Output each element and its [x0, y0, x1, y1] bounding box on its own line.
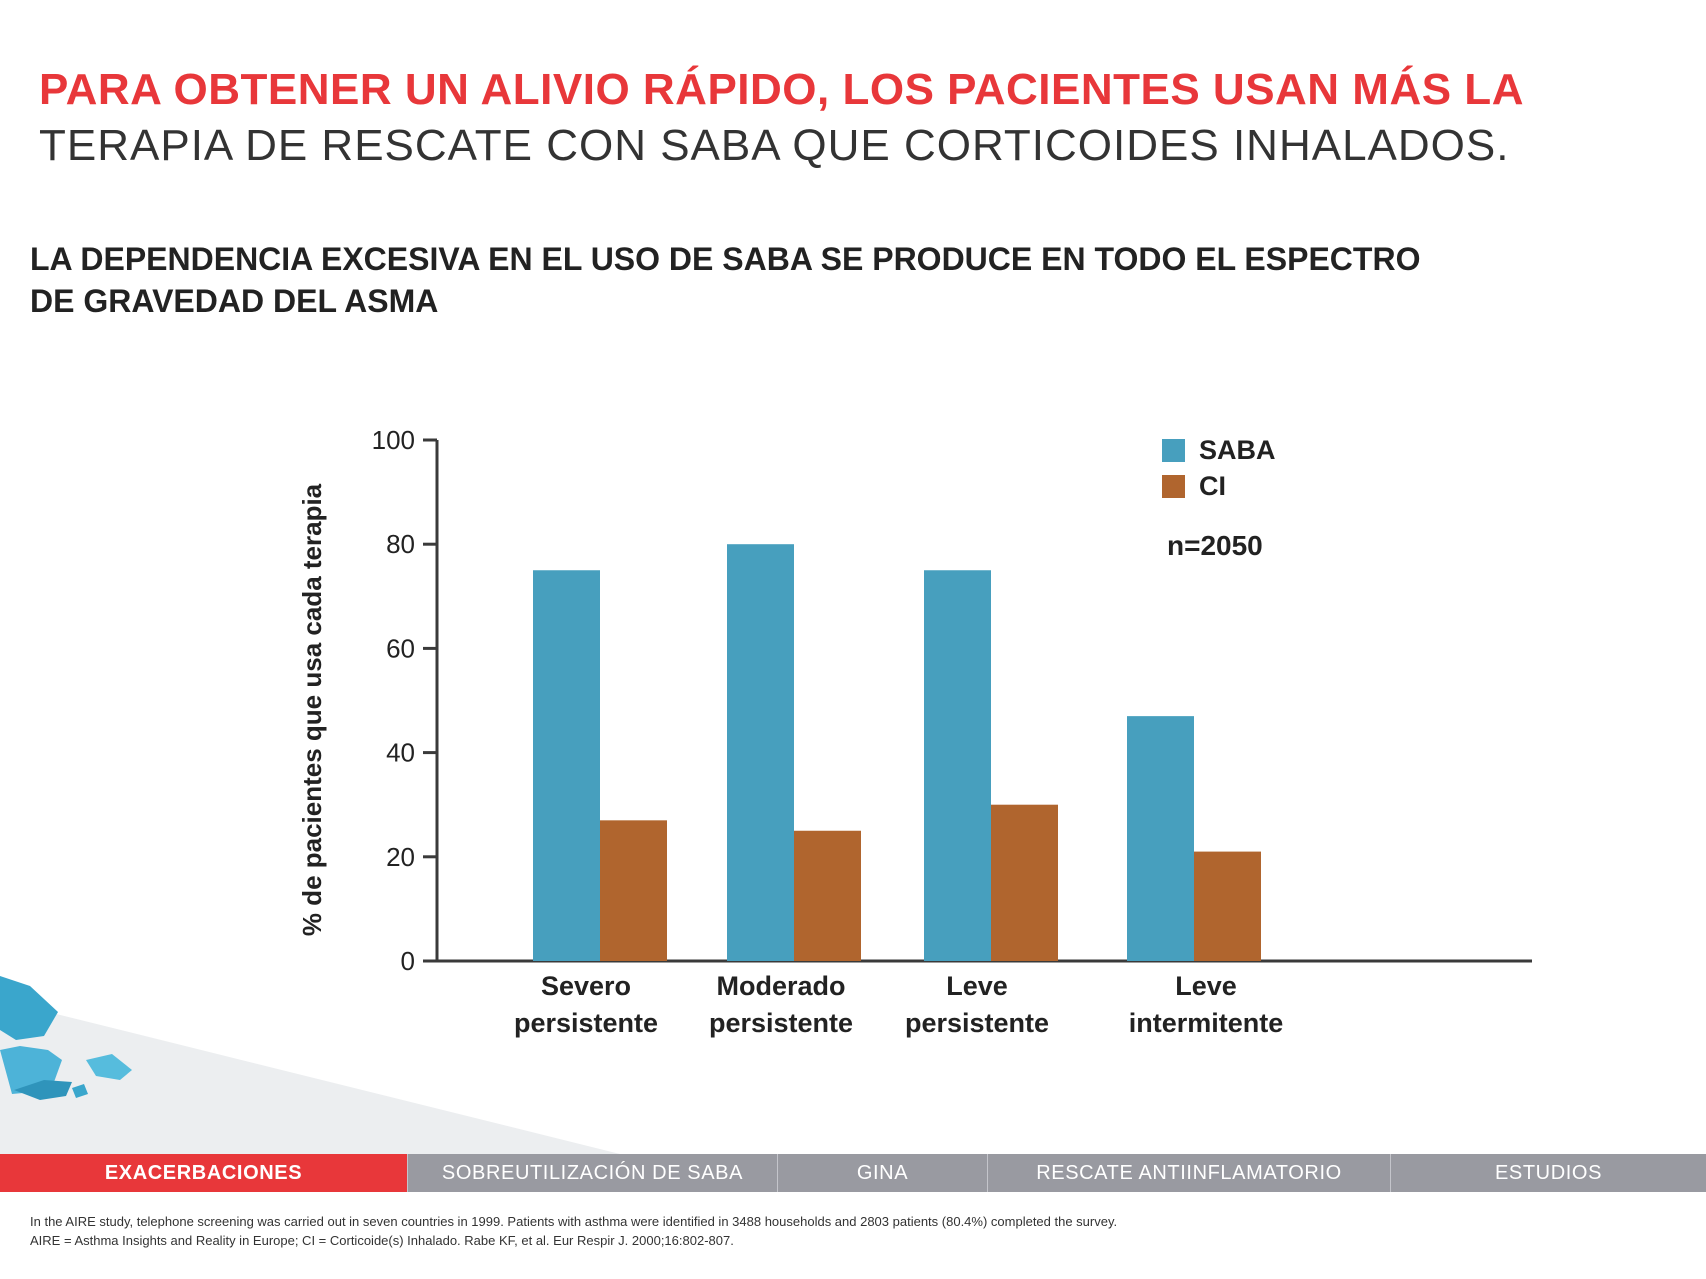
nav-tab-sobreutilizacion-saba[interactable]: SOBREUTILIZACIÓN DE SABA — [408, 1154, 778, 1192]
category-label-line: Leve — [946, 971, 1008, 1001]
headline-dark-line: TERAPIA DE RESCATE CON SABA QUE CORTICOI… — [39, 121, 1510, 170]
bar-ci-0 — [600, 820, 667, 961]
y-tick-label: 40 — [386, 738, 415, 768]
category-label-moderado: Moderado persistente — [671, 968, 891, 1042]
y-tick-label: 80 — [386, 529, 415, 559]
category-label-line: Moderado — [716, 971, 846, 1001]
legend-swatch-saba — [1162, 438, 1185, 462]
category-label-line: persistente — [513, 1008, 659, 1038]
category-label-line: Leve — [1175, 971, 1237, 1001]
category-label-severo: Severo persistente — [476, 968, 696, 1042]
category-label-leve-intermitente: Leve intermitente — [1096, 968, 1316, 1042]
bar-chart: 0 20 40 60 80 100 — [372, 425, 1532, 976]
bar-saba-3 — [1127, 716, 1194, 961]
footnote-line-2: AIRE = Asthma Insights and Reality in Eu… — [30, 1233, 734, 1248]
sample-size-annotation: n=2050 — [1167, 530, 1263, 561]
bar-ci-2 — [991, 804, 1058, 961]
bar-ci-1 — [794, 830, 861, 961]
legend-label-saba: SABA — [1199, 434, 1276, 465]
subtitle-line-1: LA DEPENDENCIA EXCESIVA EN EL USO DE SAB… — [30, 241, 1421, 277]
footnote-line-1: In the AIRE study, telephone screening w… — [30, 1214, 1118, 1229]
bar-saba-0 — [533, 570, 600, 961]
y-tick-label: 100 — [372, 425, 415, 455]
legend-swatch-ci — [1162, 474, 1185, 498]
legend-item-ci: CI — [1162, 468, 1276, 504]
legend-item-saba: SABA — [1162, 432, 1276, 468]
subtitle-line-2: DE GRAVEDAD DEL ASMA — [30, 283, 439, 319]
bar-saba-2 — [924, 570, 991, 961]
category-label-leve-persistente: Leve persistente — [867, 968, 1087, 1042]
legend-label-ci: CI — [1199, 470, 1226, 501]
bar-ci-3 — [1194, 851, 1261, 961]
bar-saba-1 — [727, 544, 794, 961]
footnotes: In the AIRE study, telephone screening w… — [30, 1212, 1117, 1250]
category-label-line: persistente — [708, 1008, 854, 1038]
nav-tab-exacerbaciones[interactable]: EXACERBACIONES — [0, 1154, 408, 1192]
category-label-line: Severo — [540, 971, 632, 1001]
y-tick-label: 0 — [401, 946, 415, 976]
headline-red-line: PARA OBTENER UN ALIVIO RÁPIDO, LOS PACIE… — [39, 65, 1524, 114]
y-tick-label: 60 — [386, 633, 415, 663]
category-label-line: persistente — [904, 1008, 1050, 1038]
category-label-line: intermitente — [1128, 1008, 1284, 1038]
chart-legend: SABA CI — [1162, 432, 1276, 504]
bottom-navigation: EXACERBACIONES SOBREUTILIZACIÓN DE SABA … — [0, 1154, 1706, 1192]
y-tick-label: 20 — [386, 842, 415, 872]
nav-tab-estudios[interactable]: ESTUDIOS — [1494, 1161, 1603, 1184]
chart-subtitle: LA DEPENDENCIA EXCESIVA EN EL USO DE SAB… — [30, 238, 1590, 322]
nav-tab-rescate-antiinflamatorio[interactable]: RESCATE ANTIINFLAMATORIO — [988, 1154, 1391, 1192]
nav-tab-gina[interactable]: GINA — [778, 1154, 988, 1192]
headline: PARA OBTENER UN ALIVIO RÁPIDO, LOS PACIE… — [39, 62, 1679, 174]
